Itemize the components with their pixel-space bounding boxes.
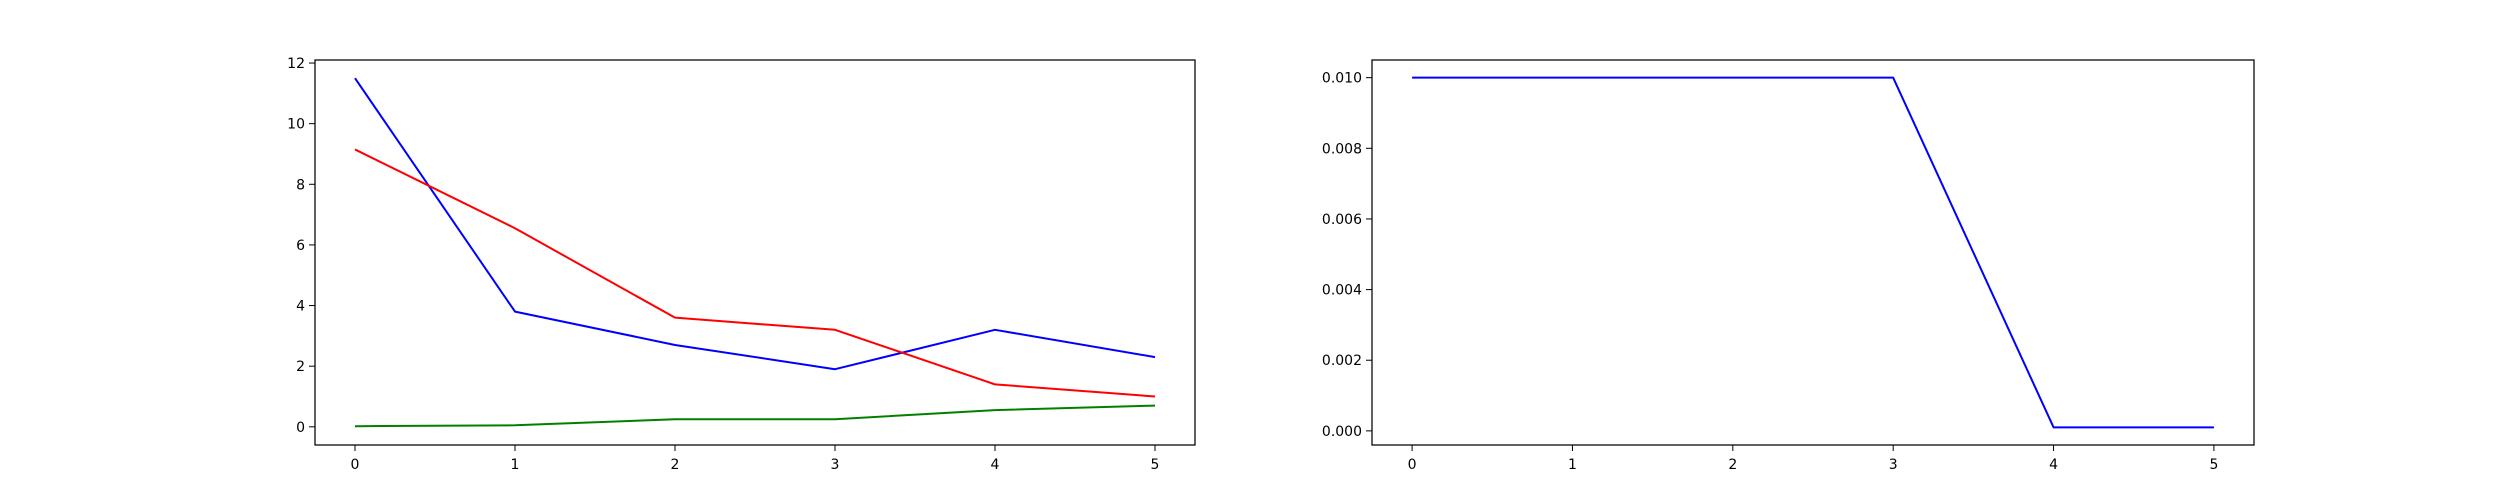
chart-1-y-tick-label-3: 6	[296, 238, 305, 254]
chart-1-y-tick-label-5: 10	[287, 117, 305, 133]
chart-2-y-tick-label-0: 0.000	[1322, 424, 1362, 440]
chart-1-x-tick-label-4: 4	[991, 457, 1000, 473]
chart-1-series-line-3	[354, 404, 1156, 428]
chart-1-x-tick-label-2: 2	[671, 457, 680, 473]
chart-1-x-tick-label-1: 1	[511, 457, 520, 473]
chart-1-y-tick-label-4: 8	[296, 177, 305, 193]
chart-1-y-tick-label-0: 0	[296, 420, 305, 436]
chart-2-axes-frame	[1371, 59, 2255, 446]
chart-2-x-tick-label-0: 0	[1408, 457, 1417, 473]
chart-1-x-tick-label-3: 3	[831, 457, 840, 473]
chart-2-x-tick-label-1: 1	[1568, 457, 1577, 473]
chart-1-y-tick-label-6: 12	[287, 56, 305, 72]
chart-1-x-tick-label-0: 0	[351, 457, 360, 473]
chart-2-x-tick-label-3: 3	[1889, 457, 1898, 473]
chart-1-axes-frame	[314, 59, 1196, 446]
chart-2-x-tick-label-2: 2	[1728, 457, 1737, 473]
chart-1-x-tick-label-5: 5	[1151, 457, 1160, 473]
chart-2-series-line-1	[1412, 76, 2214, 429]
chart-right: 0 1 2 3 4 5 0.000 0.002 0.004 0.006 0.008 0.010	[1322, 59, 2255, 473]
chart-2-y-tick-label-3: 0.006	[1322, 212, 1362, 228]
chart-2-x-tick-label-4: 4	[2049, 457, 2058, 473]
chart-2-y-tick-label-1: 0.002	[1322, 353, 1362, 369]
chart-1-series-line-1	[354, 77, 1156, 371]
chart-2-y-tick-label-2: 0.004	[1322, 283, 1362, 299]
chart-2-y-tick-label-5: 0.010	[1322, 71, 1362, 87]
chart-2-y-tick-label-4: 0.008	[1322, 141, 1362, 157]
chart-1-y-tick-label-2: 4	[296, 299, 305, 315]
chart-1-y-tick-label-1: 2	[296, 359, 305, 375]
chart-1-series-line-2	[354, 148, 1156, 398]
chart-2-x-tick-label-5: 5	[2209, 457, 2218, 473]
